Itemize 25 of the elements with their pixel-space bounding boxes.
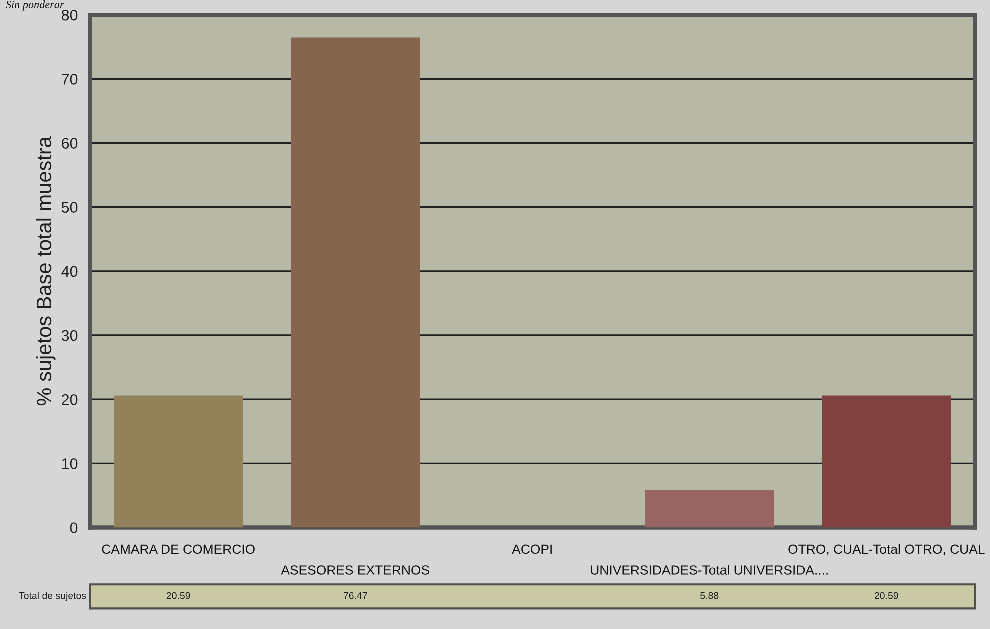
y-tick-label: 20	[62, 394, 78, 406]
y-tick-label: 0	[70, 522, 78, 534]
x-tick-label: ACOPI	[512, 544, 552, 554]
x-tick-label: OTRO, CUAL-Total OTRO, CUAL	[788, 544, 985, 556]
y-tick-label: 60	[62, 138, 78, 149]
y-tick-label: 10	[62, 458, 78, 470]
text: Sin ponderar	[6, 0, 64, 11]
x-tick-label: ASESORES EXTERNOS	[281, 566, 430, 575]
data-label: 20.59	[874, 592, 898, 600]
y-tick-label: 50	[62, 202, 78, 214]
bar	[291, 38, 420, 528]
y-tick-label: 70	[62, 74, 78, 85]
data-label: 5.88	[700, 592, 719, 600]
bar	[645, 490, 774, 528]
x-tick-label: UNIVERSIDADES-Total UNIVERSIDA....	[591, 565, 828, 575]
data-label: 20.59	[166, 592, 190, 600]
y-tick-label: 40	[62, 266, 78, 278]
bar	[822, 396, 952, 528]
y-tick-label: 30	[62, 330, 78, 342]
data-label: 76.47	[344, 592, 368, 600]
y-tick-label: 80	[62, 10, 78, 21]
bar	[114, 396, 244, 528]
y-axis-title: % sujetos Base total muestra	[36, 136, 56, 406]
x-tick-label: CAMARA DE COMERCIO	[102, 544, 255, 554]
text: Total de sujetos	[19, 592, 86, 602]
